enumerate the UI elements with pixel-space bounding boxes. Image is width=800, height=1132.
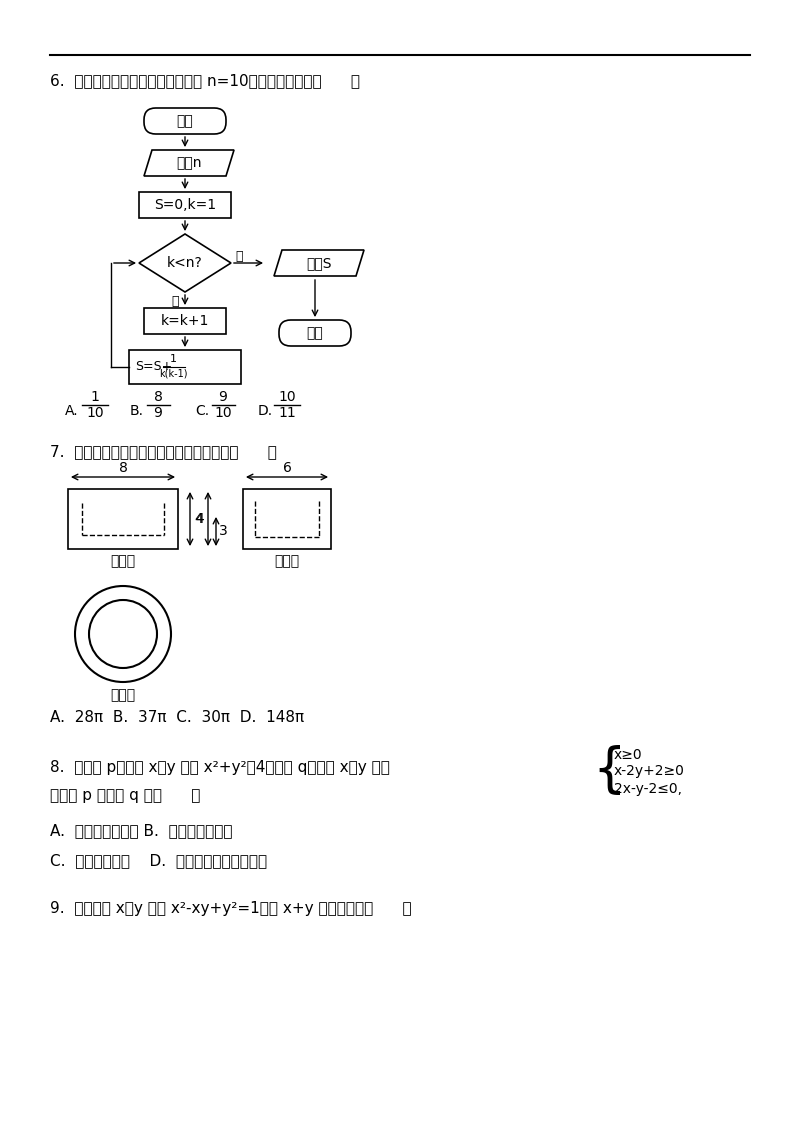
Text: 4: 4 (194, 512, 202, 526)
Text: 俯视图: 俯视图 (110, 688, 135, 702)
Text: 是: 是 (171, 295, 178, 308)
Text: A.: A. (65, 404, 78, 418)
Text: 6: 6 (282, 461, 291, 475)
Bar (68, 489, 178, 549)
Text: 结束: 结束 (306, 326, 323, 340)
Text: 8: 8 (118, 461, 127, 475)
Text: C.: C. (195, 404, 209, 418)
Text: x-2y+2≥0: x-2y+2≥0 (614, 764, 685, 778)
Bar (243, 489, 331, 549)
Text: 9.  已知实数 x，y 满足 x²-xy+y²=1，则 x+y 的最大值为（      ）: 9. 已知实数 x，y 满足 x²-xy+y²=1，则 x+y 的最大值为（ ） (50, 901, 412, 916)
Text: A.  充分不必要条件 B.  必要不充分条件: A. 充分不必要条件 B. 必要不充分条件 (50, 823, 233, 838)
Text: 10: 10 (214, 406, 232, 420)
Text: 1: 1 (90, 391, 99, 404)
Text: S=0,k=1: S=0,k=1 (154, 198, 216, 212)
Bar (139, 192, 231, 218)
Bar (129, 350, 241, 384)
Text: 正视图: 正视图 (110, 554, 135, 568)
Text: 开始: 开始 (177, 114, 194, 128)
Text: 则命题 p 是命题 q 的（      ）: 则命题 p 是命题 q 的（ ） (50, 788, 200, 803)
Bar (144, 308, 226, 334)
Text: 9: 9 (218, 391, 227, 404)
Text: A.  28π  B.  37π  C.  30π  D.  148π: A. 28π B. 37π C. 30π D. 148π (50, 710, 304, 724)
Text: x≥0: x≥0 (614, 748, 642, 762)
Text: 6.  某程序框图如图所示，若输入的 n=10，则输出结果为（      ）: 6. 某程序框图如图所示，若输入的 n=10，则输出结果为（ ） (50, 72, 360, 88)
Text: 2x-y-2≤0,: 2x-y-2≤0, (614, 782, 682, 796)
Text: 否: 否 (235, 250, 242, 264)
Text: 11: 11 (278, 406, 296, 420)
Text: 1: 1 (170, 354, 177, 365)
Text: D.: D. (258, 404, 273, 418)
Text: 侧视图: 侧视图 (274, 554, 299, 568)
Text: k=k+1: k=k+1 (161, 314, 209, 328)
Text: 9: 9 (154, 406, 162, 420)
Text: B.: B. (130, 404, 144, 418)
Text: 输入n: 输入n (176, 156, 202, 170)
Text: S=S+: S=S+ (135, 360, 172, 374)
Text: 3: 3 (219, 524, 228, 538)
Text: 10: 10 (278, 391, 296, 404)
Text: 输出S: 输出S (306, 256, 332, 271)
Text: 7.  某几何体的三视图如图所示，其体积为（      ）: 7. 某几何体的三视图如图所示，其体积为（ ） (50, 444, 277, 458)
Text: {: { (592, 745, 626, 797)
Text: k(k-1): k(k-1) (158, 368, 187, 378)
Text: C.  充分必要条件    D.  既不充分也不必要条件: C. 充分必要条件 D. 既不充分也不必要条件 (50, 854, 267, 868)
Text: k<n?: k<n? (167, 256, 203, 271)
Text: 4: 4 (195, 512, 204, 526)
Text: 10: 10 (86, 406, 104, 420)
Text: 8: 8 (154, 391, 162, 404)
Text: 8.  设命题 p：实数 x，y 满足 x²+y²＜4，命题 q：实数 x，y 满足: 8. 设命题 p：实数 x，y 满足 x²+y²＜4，命题 q：实数 x，y 满… (50, 760, 390, 775)
